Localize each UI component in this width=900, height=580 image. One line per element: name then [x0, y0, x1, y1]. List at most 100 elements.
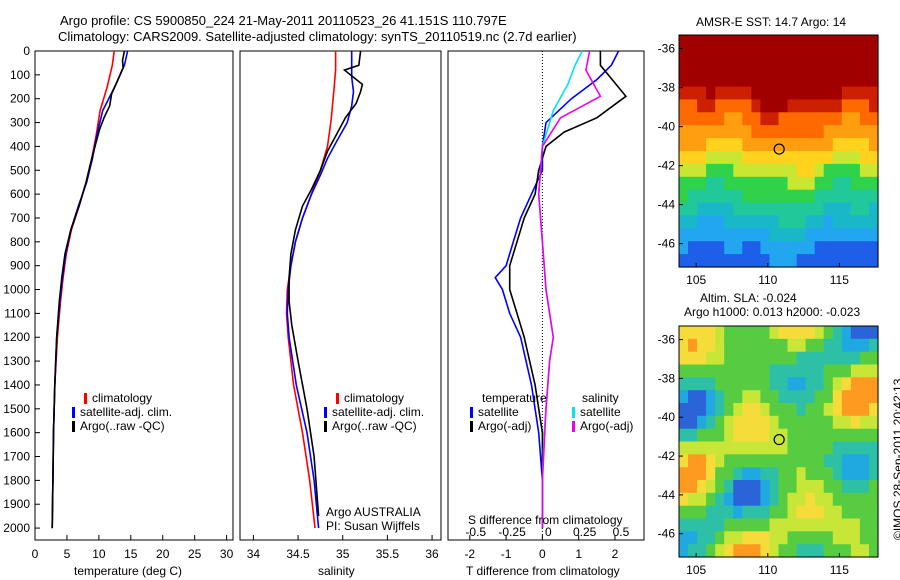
sla_map-cell	[869, 351, 879, 366]
sla_map-cell	[869, 377, 879, 391]
sla_map-cell	[742, 415, 752, 430]
sst_map-cell	[769, 99, 780, 113]
sst_map-cell	[850, 228, 861, 242]
temperature-xtick-label: 20	[156, 547, 170, 561]
sla_map-cell	[805, 544, 816, 558]
sst_map-cell	[805, 99, 816, 113]
sst_map-cell	[823, 176, 834, 191]
sla_map-cell	[715, 326, 725, 340]
sst_map-cell	[679, 254, 689, 268]
temperature-ytick-label: 1500	[3, 402, 30, 416]
sst_map-cell	[724, 125, 734, 139]
sla_map-cell	[769, 338, 780, 353]
sst_map-cell	[715, 125, 725, 139]
sst_map-cell	[796, 215, 807, 229]
sst_map-cell	[869, 163, 879, 178]
sla_map-cell	[823, 531, 834, 545]
sst_map-cell	[706, 254, 716, 268]
sla_map-cell	[787, 505, 798, 520]
sst_map-cell	[850, 189, 861, 204]
sst_map-cell	[787, 138, 798, 152]
sla_map-cell	[841, 441, 852, 455]
sla_map-cell	[869, 480, 879, 494]
sla_map-cell	[697, 326, 707, 340]
sst_map-cell	[706, 35, 716, 49]
sst_map-cell	[796, 60, 807, 75]
sla_map-cell	[724, 326, 734, 340]
sla_map-cell	[706, 390, 716, 404]
sla_map-cell	[859, 467, 870, 481]
sst_map-cell	[760, 60, 770, 75]
sla_map-cell	[805, 467, 816, 481]
sla_map-cell	[778, 492, 789, 507]
sst_map-cell	[814, 86, 825, 101]
sla_map-cell	[697, 467, 707, 481]
sla_map-cell	[697, 428, 707, 443]
sla_map-cell	[742, 531, 752, 545]
sla_map-cell	[697, 531, 707, 545]
sst_map-cell	[706, 228, 716, 242]
sla_map-cell	[769, 467, 780, 481]
sst_map-cell	[706, 125, 716, 139]
sla_map-cell	[805, 505, 816, 520]
sst_map-cell	[823, 202, 834, 217]
sla_map-cell	[859, 390, 870, 404]
sla_map-cell	[850, 492, 861, 507]
sst_map-cell	[742, 215, 752, 229]
sla_map-cell	[805, 326, 816, 340]
sst_map-cell	[850, 73, 861, 88]
sst_map-cell	[850, 215, 861, 229]
sst_map-cell	[805, 254, 816, 268]
sla_map-cell	[733, 531, 743, 545]
sla_map-cell	[814, 518, 825, 532]
sst_map-cell	[805, 228, 816, 242]
difference-xtick-label: 0	[539, 547, 546, 561]
sst_map-cell	[841, 112, 852, 126]
sst_map-cell	[733, 138, 743, 152]
sla_map-cell	[742, 428, 752, 443]
sst_map-cell	[832, 228, 843, 242]
sst_map-cell	[715, 151, 725, 165]
sla_map-cell	[850, 531, 861, 545]
sst_map-cell	[688, 202, 698, 217]
sla_map-cell	[859, 326, 870, 340]
sla_map-cell	[859, 441, 870, 455]
sla_map-cell	[787, 326, 798, 340]
sst_map-cell	[869, 125, 879, 139]
sst_map-cell	[688, 47, 698, 62]
sst_map-cell	[814, 125, 825, 139]
sst_map-cell	[751, 189, 761, 204]
sst_map-cell	[869, 35, 879, 49]
sst_map-cell	[832, 86, 843, 101]
sla_map-cell	[805, 364, 816, 378]
sla_map-cell	[805, 415, 816, 430]
sla_map-cell	[697, 390, 707, 404]
sst_map-ytick-label: -46	[658, 237, 676, 251]
sla_map-cell	[814, 492, 825, 507]
sla_map-cell	[823, 351, 834, 366]
sla_map-cell	[841, 505, 852, 520]
sst_map-cell	[751, 125, 761, 139]
sla_map-cell	[778, 403, 789, 417]
sst_map-cell	[832, 112, 843, 126]
salinity-xtick-label: 34	[247, 547, 261, 561]
sla_map-cell	[859, 492, 870, 507]
sst_map-cell	[859, 215, 870, 229]
sst_map-cell	[688, 254, 698, 268]
sla_map-cell	[869, 428, 879, 443]
sst_map-cell	[796, 189, 807, 204]
sst_map-cell	[869, 254, 879, 268]
sst_map-cell	[733, 176, 743, 191]
sla_map-cell	[869, 441, 879, 455]
sst_map-cell	[733, 60, 743, 75]
sla_map-cell	[778, 531, 789, 545]
sla_map-cell	[796, 415, 807, 430]
sla_map-cell	[859, 505, 870, 520]
sst_map-cell	[706, 151, 716, 165]
sst_map-cell	[814, 241, 825, 255]
sla_map-cell	[679, 428, 689, 443]
sst_map-cell	[850, 138, 861, 152]
sla_map-cell	[850, 364, 861, 378]
sst_map-cell	[733, 112, 743, 126]
sla_map-cell	[796, 377, 807, 391]
